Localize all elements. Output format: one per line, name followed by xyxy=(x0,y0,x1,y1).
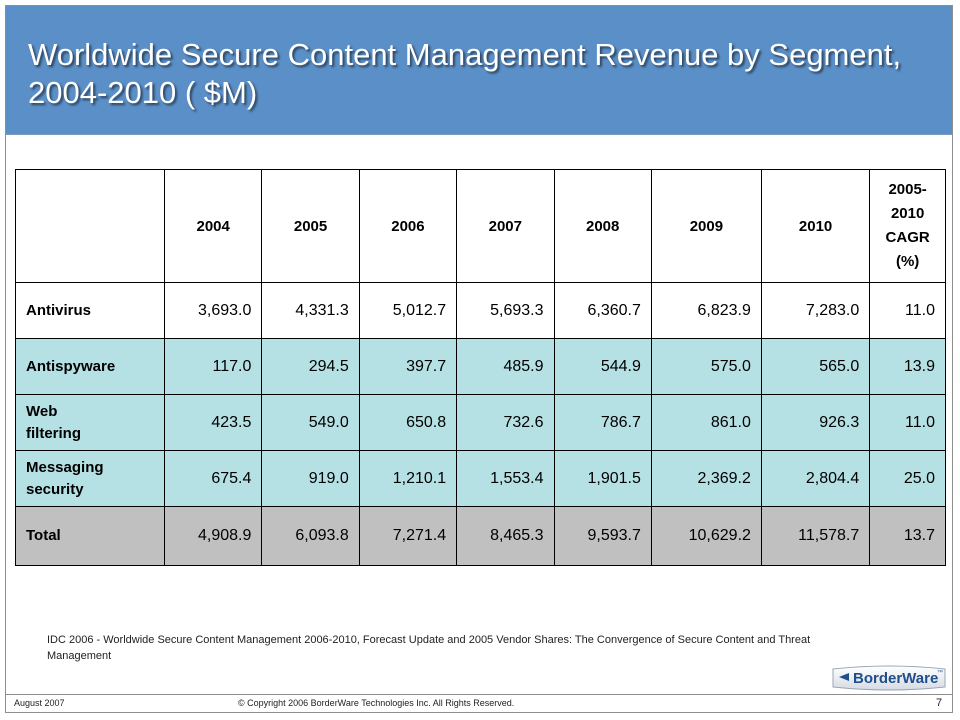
table-row: Antivirus 3,693.0 4,331.3 5,012.7 5,693.3 6,3… xyxy=(15,282,946,339)
value-cell: 650.8 xyxy=(358,394,458,451)
value-cell: 4,908.9 xyxy=(163,506,263,566)
cagr-header-line: 2005- xyxy=(888,181,927,198)
value-cell: 3,693.0 xyxy=(163,282,263,339)
footer-copyright: © Copyright 2006 BorderWare Technologies… xyxy=(238,698,515,708)
value-cell: 861.0 xyxy=(650,394,762,451)
value-cell: 549.0 xyxy=(261,394,360,451)
value-cell: 1,210.1 xyxy=(358,450,458,507)
value-cell: 675.4 xyxy=(163,450,263,507)
value-cell: 4,331.3 xyxy=(261,282,360,339)
footer-divider xyxy=(6,694,952,695)
row-label: Messaging security xyxy=(15,450,165,507)
value-cell: 423.5 xyxy=(163,394,263,451)
row-label-line: Web xyxy=(26,402,58,420)
page-number: 7 xyxy=(936,697,943,709)
value-cell: 6,360.7 xyxy=(553,282,652,339)
value-cell: 6,823.9 xyxy=(650,282,762,339)
value-cell: 8,465.3 xyxy=(456,506,555,566)
table-corner-cell xyxy=(15,169,165,283)
row-label-line: Messaging xyxy=(26,458,104,476)
value-cell: 2,369.2 xyxy=(650,450,762,507)
year-header: 2010 xyxy=(760,169,871,283)
value-cell: 732.6 xyxy=(456,394,555,451)
slide-title: Worldwide Secure Content Management Reve… xyxy=(28,37,902,110)
row-label-line: Antivirus xyxy=(26,301,92,319)
row-label-line: Antispyware xyxy=(26,357,116,375)
cagr-cell: 25.0 xyxy=(869,450,946,507)
row-label: Antivirus xyxy=(15,282,165,339)
value-cell: 786.7 xyxy=(553,394,652,451)
year-header: 2005 xyxy=(261,169,360,283)
table-body: Antivirus 3,693.0 4,331.3 5,012.7 5,693.3 6,3… xyxy=(15,282,946,566)
table-header-row: 2004 2005 2006 2007 2008 2009 2010 2005-… xyxy=(15,169,946,283)
cagr-header-line: 2010 xyxy=(890,205,925,222)
row-label: Total xyxy=(15,506,165,566)
value-cell: 117.0 xyxy=(163,338,263,395)
value-cell: 397.7 xyxy=(358,338,458,395)
source-note: IDC 2006 - Worldwide Secure Content Mana… xyxy=(47,634,811,662)
borderware-logo: BorderWare ™ xyxy=(829,665,949,691)
year-header: 2009 xyxy=(650,169,762,283)
revenue-table: 2004 2005 2006 2007 2008 2009 2010 2005-… xyxy=(15,169,946,566)
cagr-header-line: (%) xyxy=(895,253,920,270)
value-cell: 7,271.4 xyxy=(358,506,458,566)
year-header: 2007 xyxy=(456,169,555,283)
cagr-cell: 11.0 xyxy=(869,394,946,451)
row-label-line: filtering xyxy=(26,424,81,442)
title-bar: Worldwide Secure Content Management Reve… xyxy=(6,6,952,135)
value-cell: 544.9 xyxy=(553,338,652,395)
table-row: Antispyware 117.0 294.5 397.7 485.9 544.9 575.… xyxy=(15,338,946,395)
table-row: Total 4,908.9 6,093.8 7,271.4 8,465.3 9,593.7… xyxy=(15,506,946,566)
borderware-logo-graphic: BorderWare ™ xyxy=(832,665,946,691)
value-cell: 5,012.7 xyxy=(358,282,458,339)
value-cell: 926.3 xyxy=(760,394,871,451)
value-cell: 565.0 xyxy=(760,338,871,395)
cagr-cell: 13.7 xyxy=(869,506,946,566)
footer-date: August 2007 xyxy=(14,698,65,708)
value-cell: 6,093.8 xyxy=(261,506,360,566)
value-cell: 919.0 xyxy=(261,450,360,507)
value-cell: 294.5 xyxy=(261,338,360,395)
table-row: Web filtering 423.5 549.0 650.8 732.6 786.7 861… xyxy=(15,394,946,451)
cagr-cell: 13.9 xyxy=(869,338,946,395)
value-cell: 575.0 xyxy=(650,338,762,395)
slide-frame xyxy=(5,5,953,713)
row-label: Antispyware xyxy=(15,338,165,395)
logo-trademark: ™ xyxy=(937,669,943,676)
value-cell: 7,283.0 xyxy=(760,282,871,339)
value-cell: 2,804.4 xyxy=(760,450,871,507)
year-header: 2006 xyxy=(358,169,458,283)
year-header: 2004 xyxy=(163,169,263,283)
table-row: Messaging security 675.4 919.0 1,210.1 1,553.… xyxy=(15,450,946,507)
cagr-header-line: CAGR xyxy=(885,229,930,246)
value-cell: 10,629.2 xyxy=(650,506,762,566)
value-cell: 5,693.3 xyxy=(456,282,555,339)
value-cell: 9,593.7 xyxy=(553,506,652,566)
cagr-cell: 11.0 xyxy=(869,282,946,339)
row-label-line: security xyxy=(26,480,84,498)
year-header: 2008 xyxy=(553,169,652,283)
row-label: Web filtering xyxy=(15,394,165,451)
value-cell: 11,578.7 xyxy=(760,506,871,566)
logo-wordmark: BorderWare xyxy=(853,670,938,687)
value-cell: 485.9 xyxy=(456,338,555,395)
row-label-line: Total xyxy=(26,527,61,544)
cagr-header: 2005- 2010 CAGR (%) xyxy=(869,169,946,283)
value-cell: 1,553.4 xyxy=(456,450,555,507)
value-cell: 1,901.5 xyxy=(553,450,652,507)
